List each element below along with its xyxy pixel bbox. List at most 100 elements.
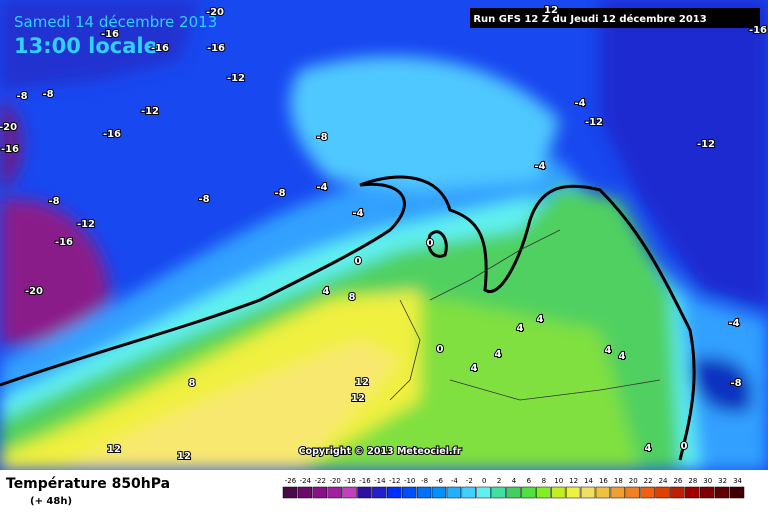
scale-tick-label: -14 bbox=[374, 477, 386, 485]
scale-swatch bbox=[491, 486, 506, 499]
run-label: Run GFS 12 Z du Jeudi 12 décembre 2013 bbox=[473, 13, 706, 25]
contour-label: -4 bbox=[352, 208, 363, 219]
scale-swatch bbox=[565, 486, 581, 499]
contour-label: -4 bbox=[316, 182, 327, 193]
scale-tick-label: 4 bbox=[512, 477, 517, 485]
scale-tick-label: -18 bbox=[344, 477, 355, 485]
scale-tick-label: 30 bbox=[703, 477, 712, 485]
scale-swatch bbox=[312, 486, 327, 499]
scale-swatch bbox=[357, 486, 372, 499]
scale-tick-label: 24 bbox=[659, 477, 668, 485]
contour-label: -20 bbox=[206, 7, 224, 18]
contour-label: 4 bbox=[645, 443, 652, 454]
scale-tick-label: -8 bbox=[421, 477, 428, 485]
scale-swatch bbox=[461, 486, 476, 499]
scale-tick-label: -4 bbox=[451, 477, 459, 485]
contour-label: 0 bbox=[427, 238, 434, 249]
contour-label: -16 bbox=[55, 237, 73, 248]
scale-tick-label: 14 bbox=[584, 477, 593, 485]
copyright: Copyright © 2013 Meteociel.fr bbox=[299, 446, 462, 457]
contour-label: -16 bbox=[207, 43, 225, 54]
contour-label: -8 bbox=[730, 378, 741, 389]
contour-label: -12 bbox=[697, 139, 715, 150]
scale-swatch bbox=[282, 486, 298, 499]
contour-label: -16 bbox=[103, 129, 121, 140]
scale-tick-label: 28 bbox=[688, 477, 697, 485]
scale-swatch bbox=[401, 486, 417, 499]
contour-label: 4 bbox=[471, 363, 478, 374]
scale-tick-label: 20 bbox=[629, 477, 638, 485]
contour-label: 4 bbox=[619, 351, 626, 362]
contour-label: 12 bbox=[177, 451, 191, 462]
scale-tick-label: 12 bbox=[569, 477, 578, 485]
scale-swatch bbox=[536, 486, 551, 499]
contour-label: -4 bbox=[728, 318, 739, 329]
contour-label: -20 bbox=[0, 122, 17, 133]
scale-tick-label: -6 bbox=[436, 477, 444, 485]
contour-label: 12 bbox=[544, 5, 558, 16]
scale-tick-label: 18 bbox=[614, 477, 623, 485]
scale-tick-label: -26 bbox=[285, 477, 297, 485]
scale-tick-label: -20 bbox=[329, 477, 340, 485]
contour-label: 4 bbox=[605, 345, 612, 356]
scale-tick-label: 0 bbox=[482, 477, 486, 485]
color-scale: -26 -24 -22 -20 -18 -16 -14 -12 -10 -8 -6 -4 -2 0 2 4 6 8… bbox=[282, 477, 745, 499]
contour-label: 8 bbox=[349, 292, 356, 303]
contour-label: 0 bbox=[681, 441, 688, 452]
contour-label: 4 bbox=[517, 323, 524, 334]
footer-title: Température 850hPa bbox=[6, 476, 170, 492]
contour-label: -12 bbox=[227, 73, 245, 84]
contour-label: -16 bbox=[749, 25, 767, 36]
scale-tick-label: 2 bbox=[497, 477, 501, 485]
contour-label: -8 bbox=[42, 89, 53, 100]
contour-label: -16 bbox=[151, 43, 169, 54]
contour-label: -4 bbox=[574, 98, 585, 109]
scale-swatch bbox=[670, 486, 685, 499]
contour-label: -12 bbox=[141, 106, 159, 117]
contour-label: -12 bbox=[77, 219, 95, 230]
scale-tick-label: 10 bbox=[554, 477, 563, 485]
contour-label: -16 bbox=[101, 29, 119, 40]
scale-swatch bbox=[372, 486, 387, 499]
scale-tick-label: -10 bbox=[404, 477, 415, 485]
scale-swatch bbox=[551, 486, 566, 499]
contour-labels: -20 -16 -16 -16 -12 -8 -8 -12 -16 -20 -16 -8 -8 -8 -8 -… bbox=[0, 4, 768, 463]
contour-label: 0 bbox=[355, 256, 362, 267]
contour-label: 0 bbox=[437, 344, 444, 355]
scale-swatch bbox=[700, 486, 715, 499]
contour-label: 4 bbox=[323, 286, 330, 297]
scale-swatch bbox=[685, 486, 700, 499]
scale-swatch bbox=[625, 486, 640, 499]
scale-swatch bbox=[476, 486, 491, 499]
scale-tick-label: 26 bbox=[673, 477, 682, 485]
scale-swatch bbox=[595, 486, 611, 499]
scale-swatch bbox=[342, 486, 357, 499]
contour-label: 12 bbox=[351, 393, 365, 404]
scale-swatch bbox=[431, 486, 447, 499]
contour-label: 12 bbox=[107, 444, 121, 455]
contour-label: -8 bbox=[316, 132, 327, 143]
contour-label: 12 bbox=[355, 377, 369, 388]
time-label: 13:00 locale bbox=[14, 34, 158, 58]
scale-swatch bbox=[610, 486, 626, 499]
scale-swatch bbox=[446, 486, 462, 499]
run-box bbox=[470, 8, 760, 28]
scale-swatch bbox=[729, 486, 745, 499]
contour-label: 4 bbox=[495, 349, 502, 360]
contour-label: -12 bbox=[585, 117, 603, 128]
scale-tick-label: -12 bbox=[389, 477, 400, 485]
contour-label: 4 bbox=[537, 314, 544, 325]
contour-label: -8 bbox=[48, 196, 59, 207]
contour-label: -20 bbox=[25, 286, 43, 297]
scale-swatch bbox=[580, 486, 596, 499]
date-label: Samedi 14 décembre 2013 bbox=[14, 13, 217, 31]
scale-swatch bbox=[387, 486, 402, 499]
scale-tick-label: 6 bbox=[527, 477, 532, 485]
contour-label: -8 bbox=[274, 188, 285, 199]
contour-label: -4 bbox=[534, 161, 545, 172]
scale-swatch bbox=[640, 486, 655, 499]
scale-tick-label: 32 bbox=[718, 477, 727, 485]
scale-tick-label: -16 bbox=[359, 477, 371, 485]
